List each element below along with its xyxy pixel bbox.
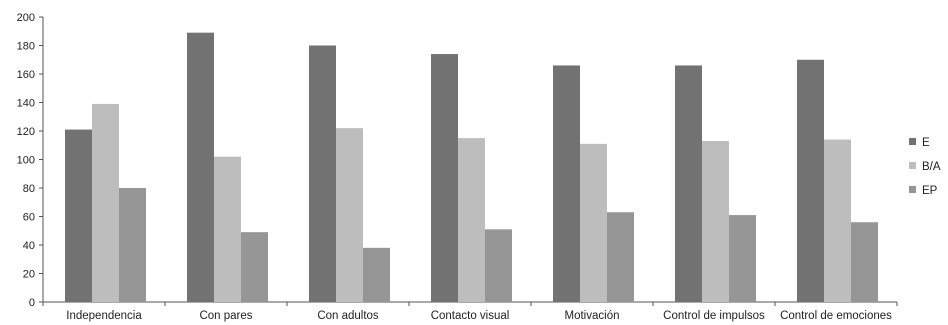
y-tick-label: 60 xyxy=(23,212,35,224)
x-category-label: Control de impulsos xyxy=(663,310,765,322)
x-category-label: Con adultos xyxy=(317,310,379,322)
bar-e-2 xyxy=(309,45,336,302)
y-tick-label: 40 xyxy=(23,240,35,252)
legend-label: B/A xyxy=(922,161,941,173)
bar-ep-3 xyxy=(485,229,512,302)
bar-e-6 xyxy=(797,59,824,302)
bar-b-a-2 xyxy=(336,128,363,302)
legend-label: E xyxy=(922,137,930,149)
bar-ep-5 xyxy=(729,215,756,302)
bar-e-5 xyxy=(675,65,702,302)
bar-ep-0 xyxy=(119,188,146,302)
bar-e-1 xyxy=(187,32,214,303)
bar-b-a-5 xyxy=(702,140,729,302)
bar-b-a-1 xyxy=(214,156,241,302)
x-category-label: Contacto visual xyxy=(431,310,510,322)
y-tick-label: 120 xyxy=(17,126,35,138)
bar-b-a-3 xyxy=(458,138,485,302)
bar-b-a-6 xyxy=(824,139,851,302)
y-tick-label: 100 xyxy=(17,155,35,167)
y-tick-label: 180 xyxy=(17,41,35,53)
x-category-label: Control de emociones xyxy=(780,310,892,322)
bar-b-a-0 xyxy=(92,103,119,302)
legend-swatch xyxy=(909,138,916,145)
legend: E B/A EP xyxy=(909,137,941,197)
bar-ep-2 xyxy=(363,247,390,302)
bar-b-a-4 xyxy=(580,143,607,302)
y-tick-label: 160 xyxy=(17,69,35,81)
y-tick-label: 200 xyxy=(17,12,35,24)
bar-ep-4 xyxy=(607,212,634,302)
bar-e-3 xyxy=(431,54,458,302)
legend-label: EP xyxy=(922,185,938,197)
x-category-label: Motivación xyxy=(565,310,620,322)
y-axis: 0 20 40 60 80 100 120 140 160 180 200 xyxy=(17,12,44,309)
x-category-label: Independencia xyxy=(66,310,142,322)
bar-ep-6 xyxy=(851,222,878,302)
y-tick-label: 20 xyxy=(23,269,35,281)
bars xyxy=(65,32,878,303)
bar-ep-1 xyxy=(241,232,268,302)
x-category-label: Con pares xyxy=(199,310,252,322)
y-tick-label: 80 xyxy=(23,183,35,195)
y-tick-label: 140 xyxy=(17,98,35,110)
legend-swatch xyxy=(909,186,916,193)
x-axis: Independencia Con pares Con adultos Contact… xyxy=(42,301,898,322)
bar-e-0 xyxy=(65,129,92,302)
bar-e-4 xyxy=(553,65,580,302)
legend-swatch xyxy=(909,162,916,169)
y-tick-label: 0 xyxy=(29,297,35,309)
